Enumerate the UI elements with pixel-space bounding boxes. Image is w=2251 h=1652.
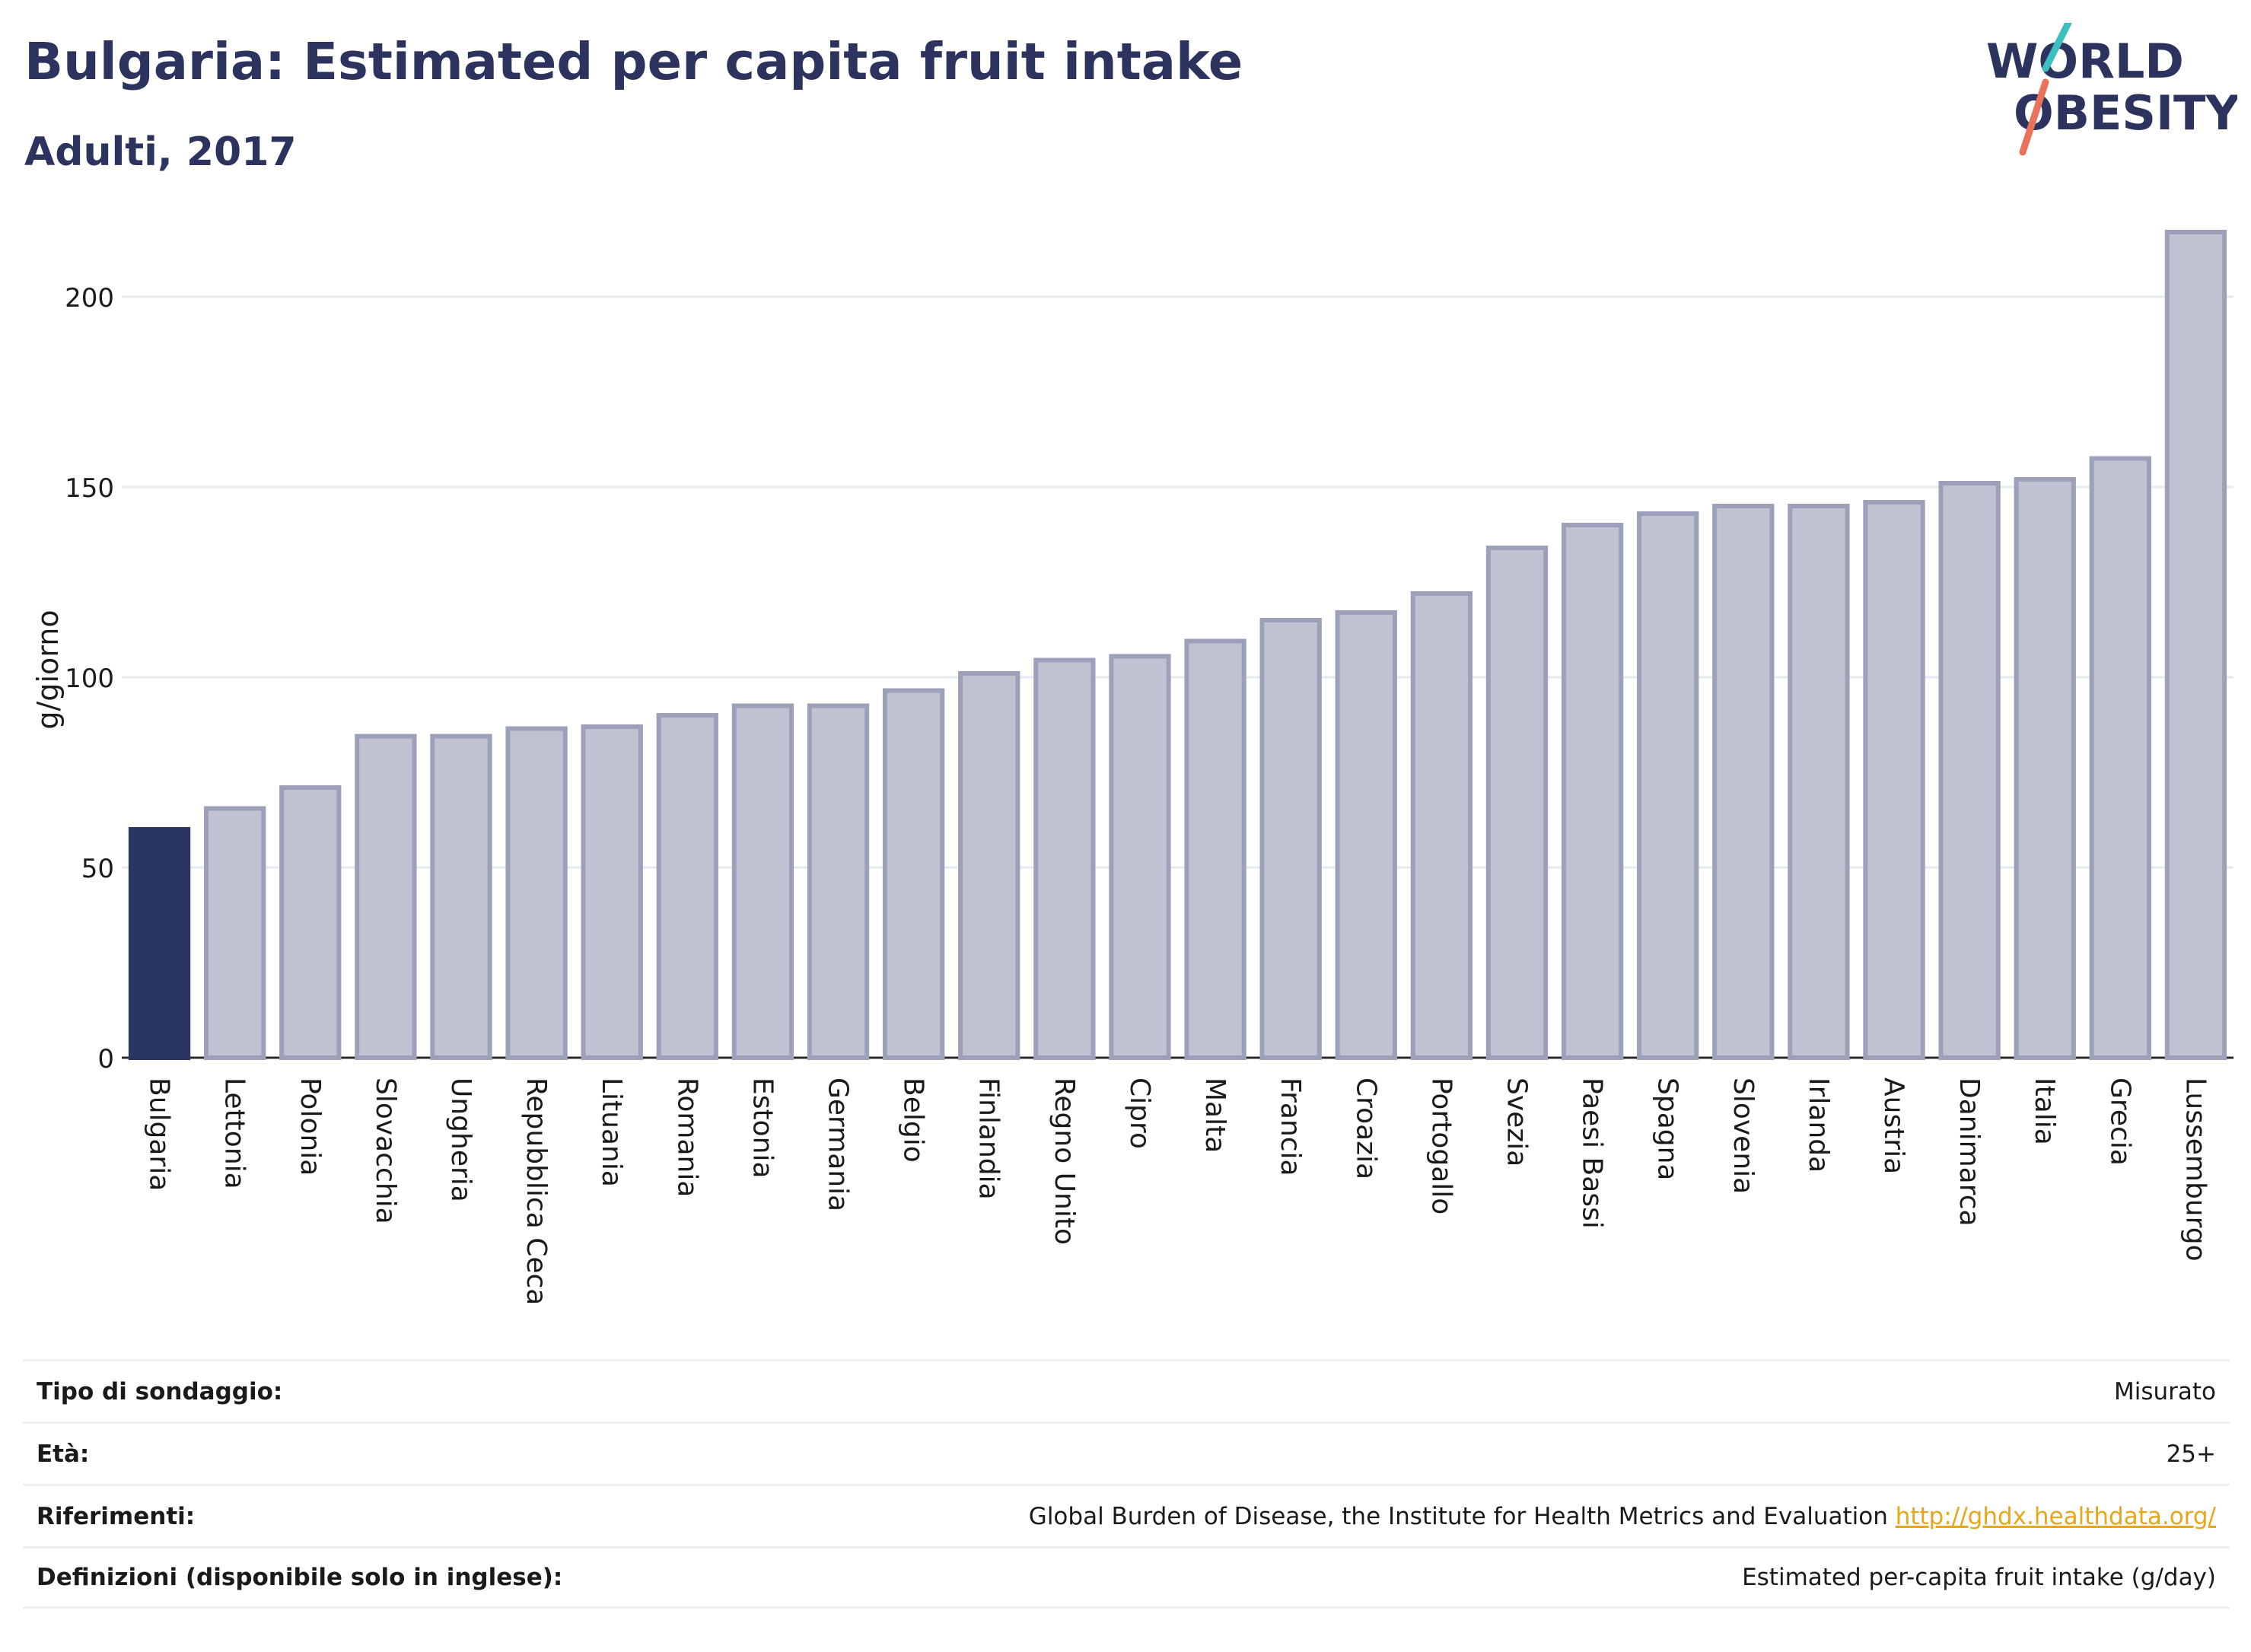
x-tick-label: Danimarca <box>1953 1077 1985 1227</box>
bar-germania <box>807 703 870 1060</box>
info-value-references: Global Burden of Disease, the Institute … <box>1029 1503 2216 1530</box>
reference-link[interactable]: http://ghdx.healthdata.org/ <box>1895 1502 2216 1530</box>
y-tick-label: 200 <box>65 283 114 314</box>
bar-grecia <box>2089 456 2151 1060</box>
info-label: Riferimenti: <box>37 1502 196 1530</box>
x-tick-label: Francia <box>1275 1077 1306 1176</box>
x-tick-label: Paesi Bassi <box>1577 1077 1608 1229</box>
bar-danimarca <box>1938 481 2001 1060</box>
y-tick-labels: 0 50 100 150 200 <box>65 283 114 1074</box>
info-table: Tipo di sondaggio: Misurato Età: 25+ Rif… <box>23 1359 2230 1609</box>
world-obesity-logo: WORLD OBESITY <box>1986 23 2237 156</box>
info-row-age: Età: 25+ <box>23 1421 2230 1484</box>
x-tick-label: Germania <box>823 1077 854 1211</box>
y-tick-label: 0 <box>97 1044 114 1074</box>
bar-svezia <box>1485 546 1549 1060</box>
bar-spagna <box>1637 511 1699 1060</box>
bar-romania <box>656 713 718 1060</box>
chart-subtitle: Adulti, 2017 <box>24 129 297 175</box>
x-tick-label: Svezia <box>1501 1077 1532 1167</box>
x-tick-label: Belgio <box>898 1077 929 1163</box>
bar-croazia <box>1335 610 1397 1060</box>
x-tick-label: Cipro <box>1124 1077 1155 1149</box>
x-tick-label: Estonia <box>747 1077 778 1179</box>
bar-italia <box>2014 477 2076 1060</box>
x-tick-label: Austria <box>1878 1077 1909 1174</box>
x-tick-label: Lussemburgo <box>2179 1077 2211 1262</box>
x-tick-label: Grecia <box>2104 1077 2135 1166</box>
bar-slovenia <box>1712 504 1775 1060</box>
bar-lussemburgo <box>2164 230 2227 1060</box>
bar-repubblica-ceca <box>505 726 568 1060</box>
x-tick-label: Italia <box>2029 1077 2060 1145</box>
x-tick-labels: Bulgaria Lettonia Polonia Slovacchia Ungheri… <box>144 1077 2211 1305</box>
x-tick-label: Romania <box>671 1077 702 1197</box>
bar-belgio <box>882 688 945 1060</box>
y-tick-label: 50 <box>81 854 114 884</box>
info-label: Età: <box>37 1440 90 1468</box>
x-tick-label: Ungheria <box>445 1077 476 1202</box>
x-tick-label: Croazia <box>1350 1077 1381 1179</box>
info-value: Estimated per-capita fruit intake (g/day… <box>1742 1564 2216 1591</box>
x-tick-label: Portogallo <box>1425 1077 1457 1214</box>
y-tick-label: 150 <box>65 473 114 504</box>
bar-lituania <box>581 724 643 1060</box>
x-tick-label: Polonia <box>295 1077 326 1176</box>
bar-finlandia <box>958 671 1020 1060</box>
x-tick-label: Regno Unito <box>1049 1077 1080 1245</box>
bar-regno-unito <box>1033 657 1096 1060</box>
info-row-references: Riferimenti: Global Burden of Disease, t… <box>23 1484 2230 1546</box>
info-row-definitions: Definizioni (disponibile solo in inglese… <box>23 1546 2230 1609</box>
logo-slash-bottom <box>2019 78 2049 156</box>
logo-slash-top <box>2042 23 2072 72</box>
bar-malta <box>1184 638 1246 1060</box>
logo-word-2: OBESITY <box>2014 85 2237 141</box>
bar-cipro <box>1109 654 1171 1060</box>
x-tick-label: Repubblica Ceca <box>521 1077 552 1305</box>
x-tick-label: Irlanda <box>1803 1077 1834 1173</box>
y-tick-label: 100 <box>65 664 114 694</box>
info-row-survey-type: Tipo di sondaggio: Misurato <box>23 1359 2230 1421</box>
bar-francia <box>1259 618 1322 1060</box>
bar-slovacchia <box>355 734 417 1060</box>
bar-polonia <box>279 785 342 1060</box>
info-label: Definizioni (disponibile solo in inglese… <box>37 1564 563 1591</box>
bar-estonia <box>731 703 794 1060</box>
bar-irlanda <box>1788 504 1850 1060</box>
x-tick-label: Slovacchia <box>370 1077 401 1224</box>
bar-portogallo <box>1410 591 1473 1060</box>
chart-title: Bulgaria: Estimated per capita fruit int… <box>24 32 1243 91</box>
x-tick-label: Lettonia <box>219 1077 250 1189</box>
bar-chart: 0 50 100 150 200 Bulgaria Lettonia Polonia Slov… <box>31 230 2233 1305</box>
bar-paesi-bassi <box>1561 523 1624 1060</box>
bar-lettonia <box>204 806 266 1060</box>
x-tick-label: Malta <box>1199 1077 1231 1153</box>
bar-austria <box>1863 500 1925 1060</box>
x-tick-label: Spagna <box>1652 1077 1683 1181</box>
info-value: 25+ <box>2166 1440 2216 1468</box>
reference-text: Global Burden of Disease, the Institute … <box>1028 1502 1888 1530</box>
info-value: Misurato <box>2113 1377 2216 1405</box>
bars <box>128 230 2227 1060</box>
x-tick-label: Bulgaria <box>144 1077 175 1191</box>
bar-ungheria <box>430 734 492 1060</box>
info-label: Tipo di sondaggio: <box>37 1377 283 1405</box>
bar-bulgaria <box>128 827 191 1060</box>
x-tick-label: Finlandia <box>973 1077 1005 1200</box>
logo-word-1: WORLD <box>1986 33 2184 89</box>
y-axis-label: g/giorno <box>31 610 65 729</box>
x-tick-label: Lituania <box>596 1077 627 1187</box>
x-tick-label: Slovenia <box>1727 1077 1759 1194</box>
